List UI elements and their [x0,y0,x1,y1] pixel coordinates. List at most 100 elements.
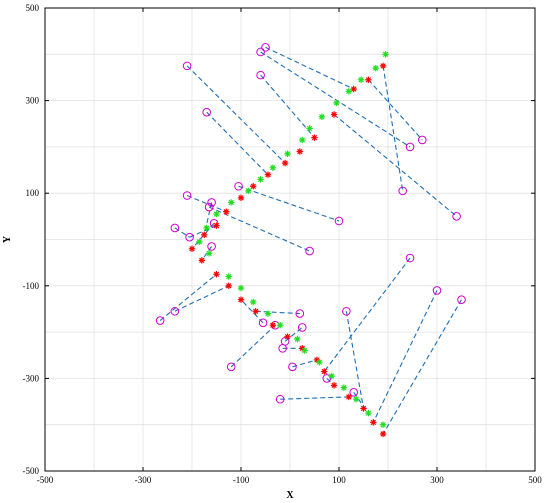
green-asterisk-marker [328,372,335,380]
red-asterisk-marker [284,333,291,340]
circle-marker [278,344,287,353]
circle-marker [432,286,442,295]
asterisk-stroke [365,410,372,416]
asterisk-stroke [250,299,256,305]
dashed-line [367,79,423,141]
circle-marker [334,216,344,226]
green-asterisk-marker [277,321,284,329]
red-asterisk-marker [330,382,338,389]
y-tick-label: -300 [23,373,40,383]
asterisk-stroke [199,257,205,264]
asterisk-stroke [238,297,244,303]
dashed-line [345,311,365,409]
red-asterisk-marker [252,308,259,315]
dashed-line-group [159,46,462,435]
green-asterisk-marker [203,224,210,232]
asterisk-stroke [358,77,364,83]
asterisk-stroke [311,134,318,141]
asterisk-stroke [265,171,271,178]
circle-marker [457,295,466,304]
asterisk-stroke [319,114,325,120]
y-tick-label: 100 [26,188,40,198]
dashed-line [230,324,276,368]
red-asterisk-marker [225,282,232,289]
circle-marker [405,253,415,263]
x-tick-label: 300 [430,475,444,485]
asterisk-stroke [333,100,340,106]
circle-marker [207,242,216,251]
asterisk-stroke [213,271,220,277]
green-asterisk-marker [357,76,365,83]
green-asterisk-marker [365,409,372,417]
green-asterisk-marker [372,64,379,72]
circle-marker [207,198,216,207]
green-asterisk-marker [316,358,323,366]
red-asterisk-marker [201,231,208,239]
asterisk-stroke [328,373,335,379]
asterisk-stroke [299,345,305,351]
asterisk-stroke [277,322,283,328]
x-tick-label: -500 [37,475,54,485]
circle-marker [256,70,265,80]
dashed-line [255,310,300,315]
dashed-line [333,114,457,217]
circle-marker [322,374,332,383]
green-asterisk-marker [264,310,272,317]
red-asterisk-marker [237,194,245,202]
asterisk-stroke [331,111,337,118]
circle-marker [182,61,192,71]
asterisk-stroke [226,283,232,289]
dashed-line [186,65,286,164]
dashed-line [206,111,269,176]
red-asterisk-marker [269,321,277,329]
red-asterisk-marker [281,159,289,167]
asterisk-stroke [270,165,276,171]
circle-marker [398,186,408,196]
red-asterisk-marker [360,405,367,412]
asterisk-stroke [284,151,291,157]
dashed-line [174,227,190,238]
red-asterisk-marker [321,368,328,375]
red-asterisk-marker [370,419,377,426]
y-axis-label: Y [2,235,13,243]
asterisk-stroke [282,160,288,166]
red-marker-group [188,62,387,438]
red-asterisk-marker [296,148,303,155]
asterisk-stroke [321,368,327,375]
asterisk-stroke [223,209,229,215]
dashed-line [238,185,340,222]
dashed-line [372,290,438,423]
asterisk-stroke [373,65,379,71]
red-asterisk-marker [198,257,205,264]
asterisk-stroke [201,232,207,238]
asterisk-stroke [238,195,244,201]
green-asterisk-marker [301,347,308,354]
red-asterisk-marker [330,111,338,118]
circle-marker [155,316,165,325]
circle-marker [305,246,314,256]
red-asterisk-marker [188,245,196,252]
circle-marker [202,107,211,117]
green-asterisk-marker [213,210,220,218]
y-tick-label: -100 [23,281,40,291]
red-asterisk-marker [365,76,372,83]
x-axis-label: X [286,490,294,501]
circle-marker [288,362,297,372]
asterisk-stroke [306,125,313,132]
dashed-line [280,396,349,400]
asterisk-stroke [316,359,323,365]
asterisk-stroke [380,422,386,428]
red-asterisk-marker [250,183,257,190]
red-asterisk-marker [237,296,245,303]
circle-marker [261,43,270,52]
circle-marker [256,47,265,57]
circle-marker [182,191,192,200]
y-tick-label: 300 [26,96,40,106]
asterisk-stroke [331,382,337,389]
asterisk-stroke [370,419,376,426]
asterisk-stroke [294,336,301,342]
x-tick-label: 100 [332,475,346,485]
asterisk-stroke [213,211,220,217]
circle-marker [170,223,180,233]
